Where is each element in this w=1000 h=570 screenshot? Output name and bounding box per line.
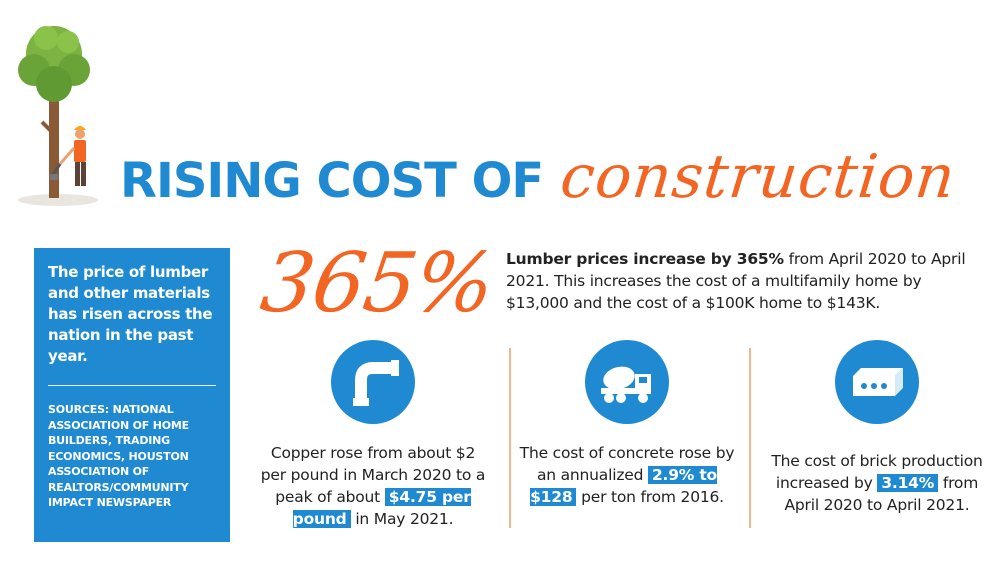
brick-icon [835,340,919,424]
copper-text: Copper rose from about $2 per pound in M… [258,442,488,530]
summary-text: The price of lumber and other materials … [48,263,213,365]
brick-column: The cost of brick production increased b… [762,340,992,516]
pipe-icon [331,340,415,424]
summary-panel: The price of lumber and other materials … [34,248,230,542]
column-divider [749,348,751,528]
tree-worker-illustration [14,14,120,214]
headline-stat: 365% [255,236,500,331]
brick-text-after: from April 2020 to April 2021. [784,474,979,514]
sources-text: SOURCES: NATIONAL ASSOCIATION OF HOME BU… [48,403,189,509]
title-script: construction [557,142,960,212]
brick-text: The cost of brick production increased b… [762,450,992,516]
copper-column: Copper rose from about $2 per pound in M… [258,340,488,530]
concrete-column: The cost of concrete rose by an annualiz… [512,340,742,508]
brick-text-before: The cost of brick production increased b… [771,452,983,492]
concrete-text-before: The cost of concrete rose by an annualiz… [519,444,735,484]
page-title: RISING COST OF construction [120,142,959,212]
headline-description: Lumber prices increase by 365% from Apri… [506,248,976,314]
concrete-text-after: per ton from 2016. [576,488,724,506]
copper-text-after: in May 2021. [350,510,454,528]
summary-divider [48,385,216,386]
title-main: RISING COST OF [120,153,544,209]
cement-truck-icon [585,340,669,424]
column-divider [509,348,511,528]
headline-description-rest: from April 2020 to April 2021. This incr… [506,250,966,312]
headline-description-bold: Lumber prices increase by 365% [506,250,784,268]
brick-highlight: 3.14% [877,474,939,492]
concrete-text: The cost of concrete rose by an annualiz… [512,442,742,508]
copper-text-before: Copper rose from about $2 per pound in M… [260,444,486,506]
